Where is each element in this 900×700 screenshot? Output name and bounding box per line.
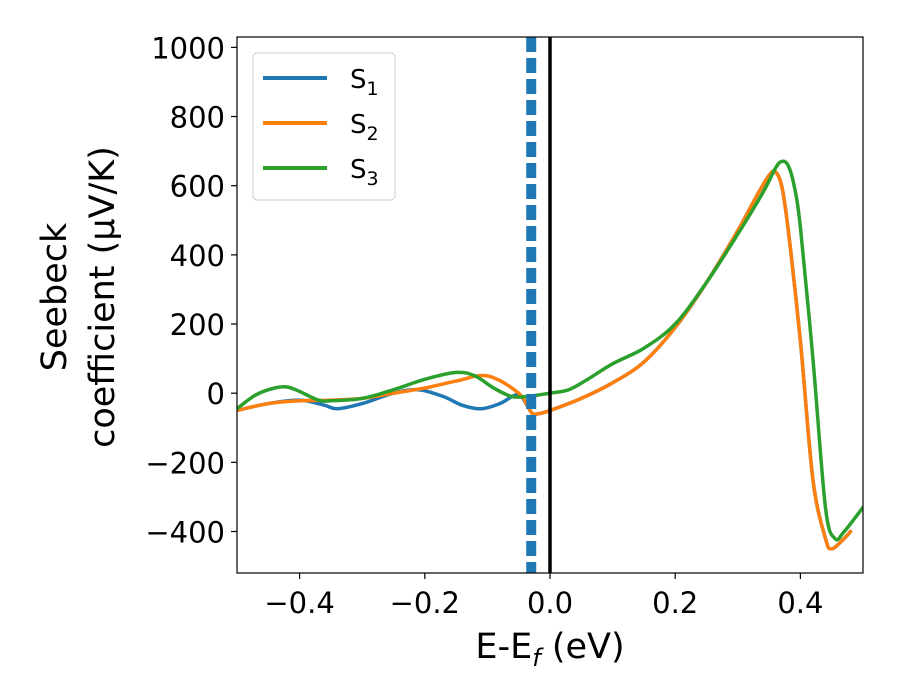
y-tick-label: 800 bbox=[170, 101, 225, 135]
series-line-s3 bbox=[237, 159, 863, 542]
legend-label-s3: S3 bbox=[350, 155, 379, 190]
legend: S1 S2 S3 bbox=[252, 52, 396, 201]
x-tick-label: −0.2 bbox=[390, 586, 460, 620]
x-tick-label: −0.4 bbox=[264, 586, 334, 620]
x-axis-label: E-Ef (eV) bbox=[475, 627, 624, 672]
series-layer bbox=[237, 159, 863, 551]
x-tick-label: 0.4 bbox=[777, 586, 823, 620]
legend-box bbox=[252, 52, 396, 201]
x-axis-label-main: E-E bbox=[475, 627, 532, 667]
legend-label-s1: S1 bbox=[350, 65, 379, 100]
x-axis-ticks: −0.4 −0.2 0.0 0.2 0.4 bbox=[264, 573, 823, 620]
y-tick-label: 200 bbox=[170, 308, 225, 342]
y-tick-label: 1000 bbox=[151, 31, 225, 65]
x-tick-label: 0.2 bbox=[652, 586, 698, 620]
y-axis-label-line2: coefficient (μV/K) bbox=[83, 146, 123, 448]
y-tick-label: −400 bbox=[145, 516, 225, 550]
series-line-s1 bbox=[237, 169, 853, 551]
series-line-s2 bbox=[237, 169, 853, 551]
legend-label-s2: S2 bbox=[350, 110, 379, 145]
x-axis-label-unit: (eV) bbox=[541, 627, 625, 667]
y-tick-label: 400 bbox=[170, 239, 225, 273]
y-axis-ticks: −400 −200 0 200 400 600 800 1000 bbox=[145, 31, 237, 550]
y-tick-label: −200 bbox=[145, 446, 225, 480]
y-axis-label: Seebeck coefficient (μV/K) bbox=[35, 146, 123, 448]
vline-layer bbox=[526, 37, 552, 573]
y-tick-label: 0 bbox=[207, 377, 225, 411]
y-tick-label: 600 bbox=[170, 170, 225, 204]
x-tick-label: 0.0 bbox=[527, 586, 573, 620]
y-axis-label-line1: Seebeck bbox=[35, 222, 75, 371]
